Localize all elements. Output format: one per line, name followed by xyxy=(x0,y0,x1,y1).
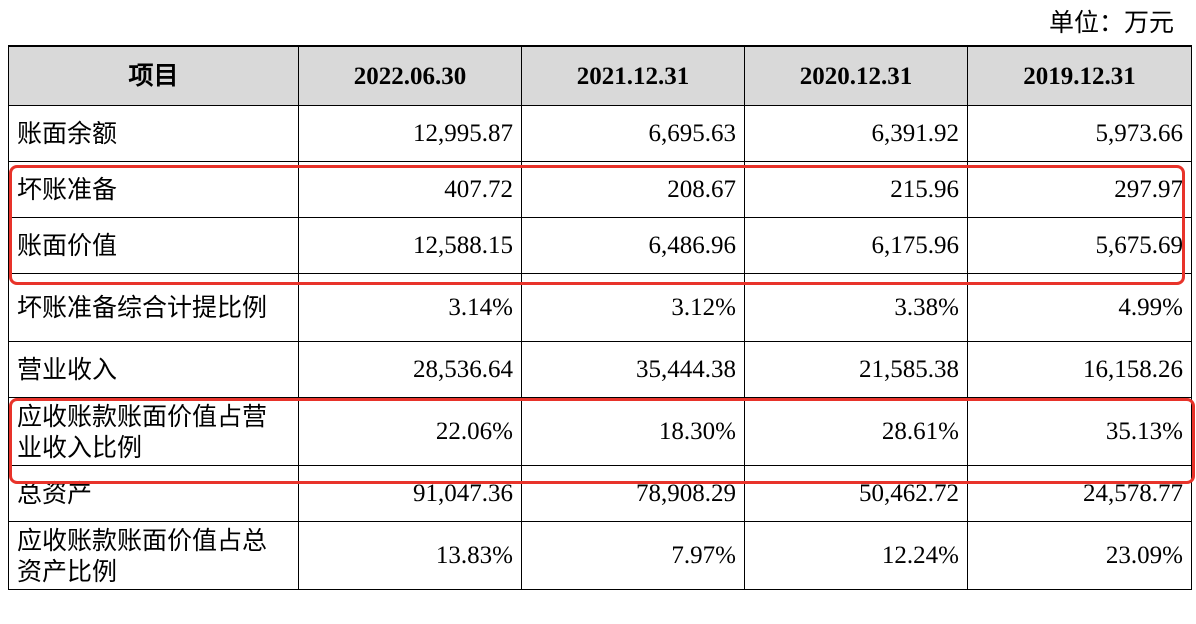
cell-value: 5,675.69 xyxy=(967,217,1192,274)
header-2021-12-31: 2021.12.31 xyxy=(521,45,745,106)
row-label: 应收账款账面价值占营业收入比例 xyxy=(8,397,299,466)
cell-value: 35,444.38 xyxy=(521,341,745,398)
cell-value: 16,158.26 xyxy=(967,341,1192,398)
cell-value: 21,585.38 xyxy=(744,341,968,398)
cell-value: 407.72 xyxy=(298,161,522,218)
cell-value: 24,578.77 xyxy=(967,465,1192,522)
cell-value: 28,536.64 xyxy=(298,341,522,398)
cell-value: 6,391.92 xyxy=(744,105,968,162)
cell-value: 4.99% xyxy=(967,273,1192,342)
cell-value: 3.14% xyxy=(298,273,522,342)
cell-value: 7.97% xyxy=(521,521,745,590)
header-2019-12-31: 2019.12.31 xyxy=(967,45,1192,106)
cell-value: 5,973.66 xyxy=(967,105,1192,162)
table-row: 坏账准备 407.72 208.67 215.96 297.97 xyxy=(8,161,1192,218)
row-label: 坏账准备综合计提比例 xyxy=(8,273,299,342)
cell-value: 297.97 xyxy=(967,161,1192,218)
table-row: 账面余额 12,995.87 6,695.63 6,391.92 5,973.6… xyxy=(8,105,1192,162)
row-label: 账面价值 xyxy=(8,217,299,274)
receivables-table: 项目 2022.06.30 2021.12.31 2020.12.31 2019… xyxy=(8,45,1192,590)
table-row: 账面价值 12,588.15 6,486.96 6,175.96 5,675.6… xyxy=(8,217,1192,274)
cell-value: 6,175.96 xyxy=(744,217,968,274)
cell-value: 35.13% xyxy=(967,397,1192,466)
cell-value: 3.12% xyxy=(521,273,745,342)
table-row: 总资产 91,047.36 78,908.29 50,462.72 24,578… xyxy=(8,465,1192,522)
row-label: 总资产 xyxy=(8,465,299,522)
cell-value: 91,047.36 xyxy=(298,465,522,522)
row-label: 营业收入 xyxy=(8,341,299,398)
cell-value: 23.09% xyxy=(967,521,1192,590)
header-row: 项目 2022.06.30 2021.12.31 2020.12.31 2019… xyxy=(8,45,1192,106)
cell-value: 12,588.15 xyxy=(298,217,522,274)
table-row: 应收账款账面价值占营业收入比例 22.06% 18.30% 28.61% 35.… xyxy=(8,397,1192,466)
cell-value: 18.30% xyxy=(521,397,745,466)
cell-value: 50,462.72 xyxy=(744,465,968,522)
cell-value: 12,995.87 xyxy=(298,105,522,162)
header-item: 项目 xyxy=(8,45,299,106)
header-2020-12-31: 2020.12.31 xyxy=(744,45,968,106)
cell-value: 13.83% xyxy=(298,521,522,590)
row-label: 坏账准备 xyxy=(8,161,299,218)
table-row: 营业收入 28,536.64 35,444.38 21,585.38 16,15… xyxy=(8,341,1192,398)
cell-value: 78,908.29 xyxy=(521,465,745,522)
cell-value: 208.67 xyxy=(521,161,745,218)
cell-value: 6,695.63 xyxy=(521,105,745,162)
cell-value: 6,486.96 xyxy=(521,217,745,274)
table-row: 坏账准备综合计提比例 3.14% 3.12% 3.38% 4.99% xyxy=(8,273,1192,342)
row-label: 账面余额 xyxy=(8,105,299,162)
table-row: 应收账款账面价值占总资产比例 13.83% 7.97% 12.24% 23.09… xyxy=(8,521,1192,590)
unit-label: 单位：万元 xyxy=(1048,8,1174,37)
cell-value: 215.96 xyxy=(744,161,968,218)
cell-value: 28.61% xyxy=(744,397,968,466)
cell-value: 3.38% xyxy=(744,273,968,342)
cell-value: 22.06% xyxy=(298,397,522,466)
header-2022-06-30: 2022.06.30 xyxy=(298,45,522,106)
cell-value: 12.24% xyxy=(744,521,968,590)
row-label: 应收账款账面价值占总资产比例 xyxy=(8,521,299,590)
